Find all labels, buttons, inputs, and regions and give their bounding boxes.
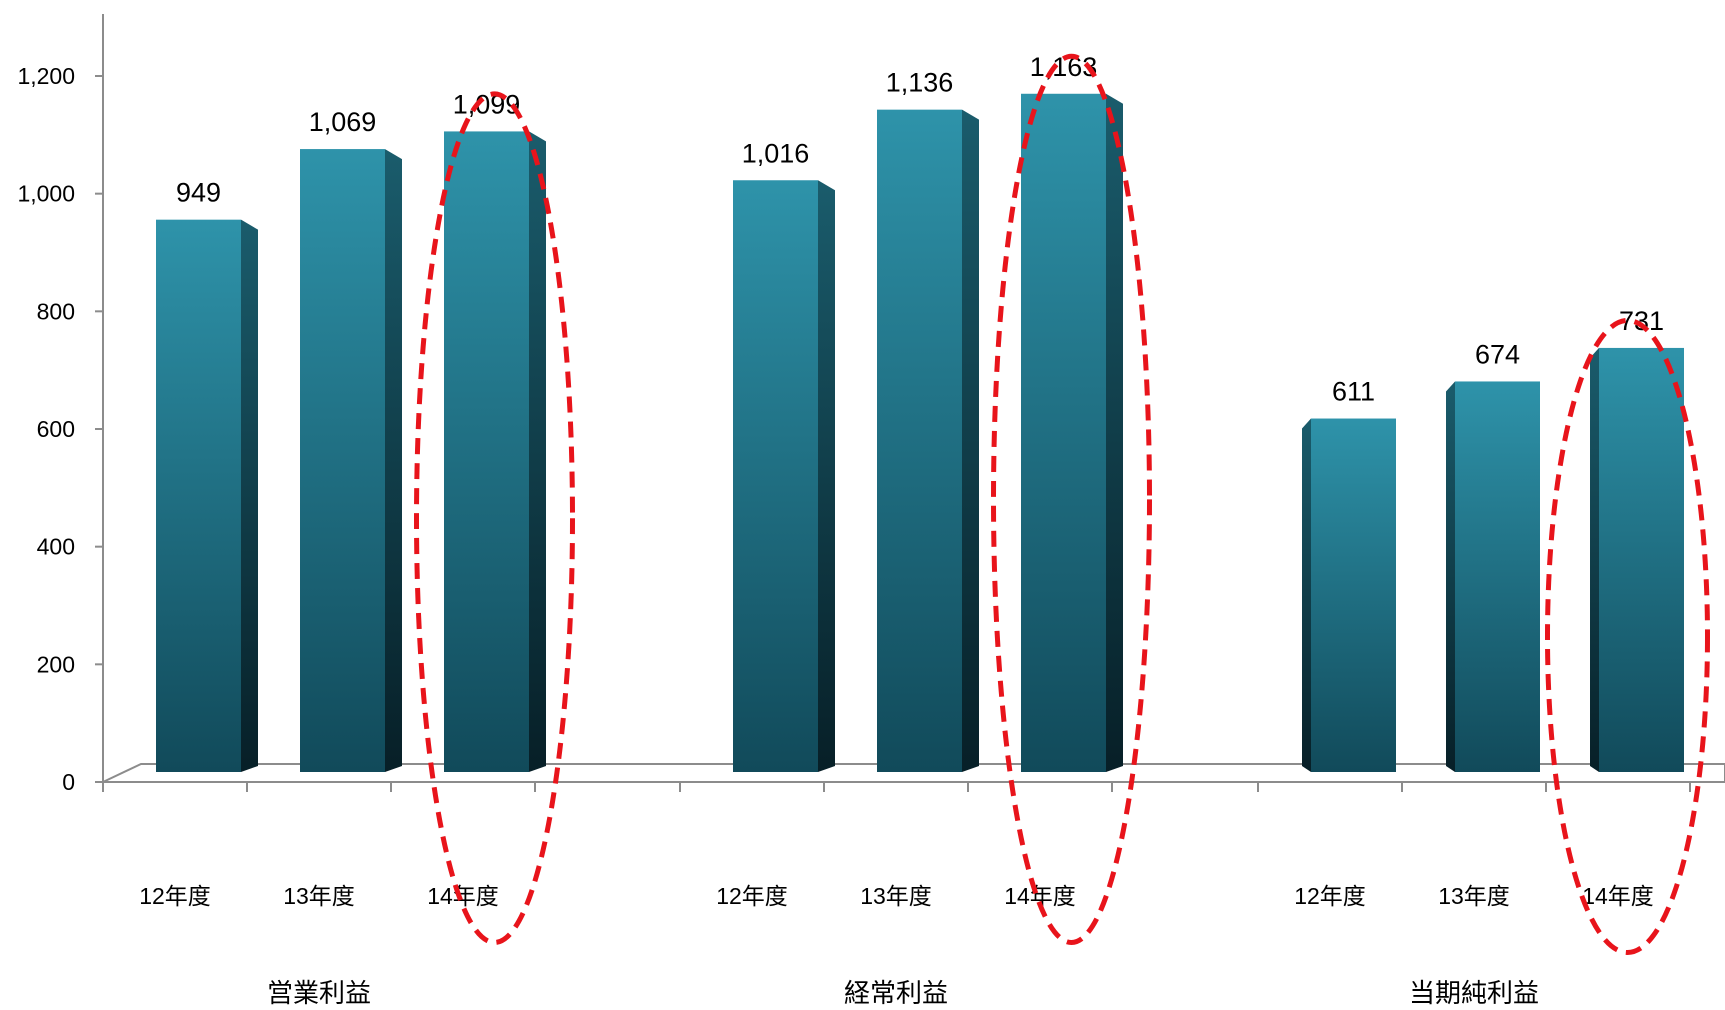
group-label: 当期純利益: [1409, 978, 1539, 1008]
value-label: 674: [1475, 339, 1520, 369]
bar-1-2: [300, 149, 385, 772]
bar-3-2: [1455, 381, 1540, 772]
group-label: 経常利益: [844, 978, 948, 1008]
value-label: 1,099: [453, 89, 521, 119]
group-label: 営業利益: [267, 978, 371, 1008]
bar-3-1: [1311, 419, 1396, 772]
category-label: 12年度: [1294, 883, 1366, 909]
category-label: 14年度: [1582, 883, 1654, 909]
bar-2-2: [877, 110, 962, 772]
bar-side: [962, 110, 979, 772]
category-label: 12年度: [139, 883, 211, 909]
bar-side: [818, 180, 835, 772]
bar-side: [1106, 94, 1123, 772]
bar-2-3: [1021, 94, 1106, 772]
category-label: 13年度: [1438, 883, 1510, 909]
bar-2-1: [733, 180, 818, 772]
y-tick-label: 400: [37, 534, 75, 560]
bar-1-1: [156, 220, 241, 772]
y-tick-label: 800: [37, 298, 75, 324]
y-tick-label: 0: [62, 769, 75, 795]
bar-1-3: [444, 131, 529, 772]
category-label: 12年度: [716, 883, 788, 909]
category-label: 13年度: [283, 883, 355, 909]
bar-side: [1590, 348, 1599, 772]
category-label: 13年度: [860, 883, 932, 909]
y-tick-label: 1,000: [17, 181, 75, 207]
y-tick-label: 600: [37, 416, 75, 442]
labels: 0 200 400 600 800 1,000 1,200 949 12年度 1,069 13年度 1…: [17, 52, 1664, 1008]
value-label: 1,136: [886, 68, 954, 98]
bar-side: [1446, 381, 1455, 772]
bar-side: [1302, 419, 1311, 772]
value-label: 611: [1332, 377, 1375, 407]
category-label: 14年度: [427, 883, 499, 909]
value-label: 1,016: [742, 138, 810, 168]
bars: [156, 94, 1684, 772]
bar-side: [385, 149, 402, 772]
y-tick-label: 200: [37, 651, 75, 677]
bar-side: [529, 131, 546, 772]
value-label: 1,069: [309, 107, 377, 137]
bar-side: [241, 220, 258, 772]
y-tick-label: 1,200: [17, 63, 75, 89]
bar-3-3: [1599, 348, 1684, 772]
value-label: 949: [176, 178, 221, 208]
